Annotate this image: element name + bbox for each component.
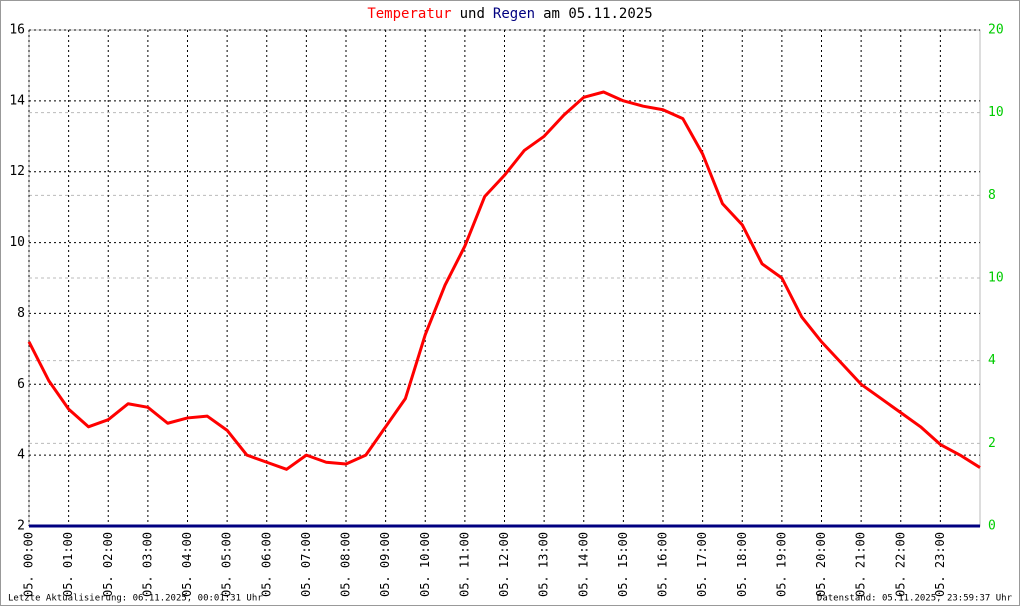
y-tick-label: 14 — [9, 93, 25, 108]
x-tick-label: 05. 15:00 — [616, 532, 630, 597]
x-tick-label: 05. 21:00 — [854, 532, 868, 597]
x-tick-label: 05. 22:00 — [893, 532, 907, 597]
x-tick-label: 05. 08:00 — [339, 532, 353, 597]
title-part: Regen — [493, 6, 535, 22]
x-tick-label: 05. 14:00 — [576, 532, 590, 597]
x-tick-label: 05. 11:00 — [457, 532, 471, 597]
y-tick-label: 2 — [17, 519, 25, 534]
y2-tick-label: 2 — [988, 436, 996, 451]
x-tick-label: 05. 05:00 — [220, 532, 234, 597]
y2-tick-label: 10 — [988, 105, 1004, 120]
x-tick-label: 05. 13:00 — [537, 532, 551, 597]
y2-tick-label: 10 — [988, 271, 1004, 286]
x-tick-label: 05. 16:00 — [656, 532, 670, 597]
x-tick-label: 05. 03:00 — [140, 532, 154, 597]
x-tick-label: 05. 02:00 — [101, 532, 115, 597]
series-line — [27, 90, 981, 471]
y-tick-label: 4 — [17, 448, 25, 463]
chart-title: Temperatur und Regen am 05.11.2025 — [367, 6, 652, 22]
title-part: und — [460, 6, 485, 22]
x-tick-label: 05. 12:00 — [497, 532, 511, 597]
y-tick-label: 8 — [17, 306, 25, 321]
y-tick-label: 16 — [9, 23, 25, 38]
y-tick-label: 6 — [17, 377, 25, 392]
x-tick-label: 05. 09:00 — [378, 532, 392, 597]
y2-tick-label: 4 — [988, 353, 996, 368]
y2-tick-label: 0 — [988, 519, 996, 534]
y2-tick-label: 8 — [988, 188, 996, 203]
x-tick-label: 05. 06:00 — [259, 532, 273, 597]
footer-left: Letzte Aktualisierung: 06.11.2025, 00:01… — [8, 594, 263, 604]
y-tick-label: 12 — [9, 164, 25, 179]
title-part: Temperatur — [367, 6, 451, 22]
x-tick-label: 05. 23:00 — [933, 532, 947, 597]
x-tick-label: 05. 17:00 — [695, 532, 709, 597]
x-tick-label: 05. 19:00 — [774, 532, 788, 597]
x-tick-label: 05. 10:00 — [418, 532, 432, 597]
x-tick-label: 05. 00:00 — [22, 532, 36, 597]
x-tick-label: 05. 04:00 — [180, 532, 194, 597]
x-tick-label: 05. 01:00 — [61, 532, 75, 597]
footer-right: Datenstand: 05.11.2025, 23:59:37 Uhr — [817, 594, 1013, 604]
x-tick-label: 05. 20:00 — [814, 532, 828, 597]
x-tick-label: 05. 07:00 — [299, 532, 313, 597]
y2-tick-label: 20 — [988, 23, 1004, 38]
y-tick-label: 10 — [9, 235, 25, 250]
x-tick-label: 05. 18:00 — [735, 532, 749, 597]
title-part: am 05.11.2025 — [543, 6, 653, 22]
